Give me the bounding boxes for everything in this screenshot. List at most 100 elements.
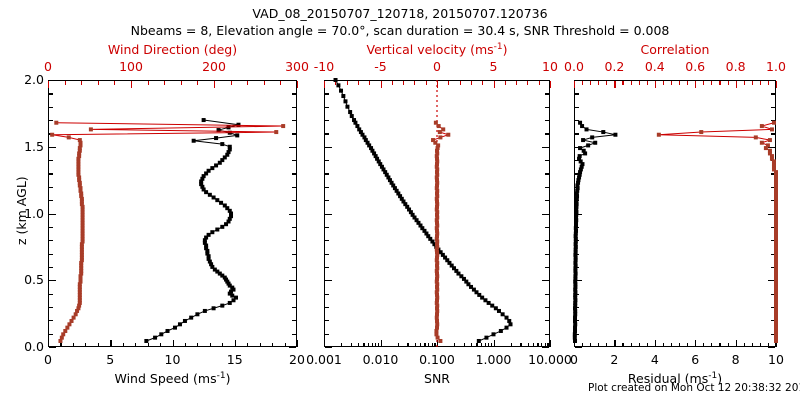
y-minor-tick bbox=[325, 106, 329, 108]
minor-tick bbox=[431, 343, 433, 347]
y-minor-tick bbox=[325, 200, 329, 202]
y-major-tick bbox=[542, 347, 549, 349]
y-minor-tick bbox=[771, 106, 775, 108]
minor-tick bbox=[541, 343, 543, 347]
y-minor-tick bbox=[325, 186, 329, 188]
y-minor-tick bbox=[292, 160, 296, 162]
y-minor-tick bbox=[49, 133, 53, 135]
bottom-tick-label: 0.010 bbox=[362, 352, 399, 367]
y-minor-tick bbox=[575, 200, 579, 202]
minor-tick bbox=[510, 343, 512, 347]
major-tick bbox=[493, 340, 495, 347]
y-minor-tick bbox=[292, 133, 296, 135]
y-minor-tick bbox=[325, 226, 329, 229]
minor-tick bbox=[687, 81, 689, 85]
minor-tick bbox=[97, 343, 99, 347]
y-minor-tick bbox=[575, 93, 579, 95]
minor-tick bbox=[719, 343, 721, 347]
top-tick-label: 5 bbox=[489, 59, 498, 74]
minor-tick bbox=[484, 343, 486, 347]
top-tick-label: 0.4 bbox=[644, 59, 665, 74]
y-minor-tick bbox=[575, 293, 579, 295]
y-minor-tick bbox=[545, 253, 549, 255]
minor-tick bbox=[280, 81, 282, 85]
y-major-tick bbox=[49, 280, 56, 282]
minor-tick bbox=[60, 343, 62, 347]
minor-tick bbox=[369, 81, 371, 85]
y-minor-tick bbox=[292, 320, 296, 322]
minor-tick bbox=[646, 343, 648, 347]
y-minor-tick bbox=[325, 160, 329, 162]
y-minor-tick bbox=[49, 200, 53, 202]
y-tick-label: 1.0 bbox=[24, 205, 44, 221]
minor-tick bbox=[407, 343, 409, 347]
minor-tick bbox=[363, 343, 365, 347]
major-tick bbox=[550, 340, 552, 347]
minor-tick bbox=[470, 81, 472, 85]
y-minor-tick bbox=[575, 333, 579, 335]
y-minor-tick bbox=[49, 226, 53, 229]
minor-tick bbox=[527, 343, 529, 347]
y-minor-tick bbox=[771, 320, 775, 322]
y-minor-tick bbox=[325, 266, 329, 269]
y-major-tick bbox=[289, 280, 296, 282]
minor-tick bbox=[434, 343, 436, 347]
y-major-tick bbox=[542, 213, 549, 215]
minor-tick bbox=[403, 81, 405, 85]
y-minor-tick bbox=[49, 106, 53, 108]
minor-tick bbox=[638, 343, 640, 347]
y-minor-tick bbox=[49, 333, 53, 335]
bottom-tick-label: 4 bbox=[650, 352, 659, 367]
minor-tick bbox=[97, 81, 99, 85]
minor-tick bbox=[711, 81, 713, 85]
minor-tick bbox=[630, 343, 632, 347]
top-tick-label: 0.6 bbox=[685, 59, 706, 74]
minor-tick bbox=[537, 343, 539, 347]
bottom-tick-label: 0 bbox=[570, 352, 578, 367]
y-minor-tick bbox=[545, 173, 549, 175]
y-major-tick bbox=[289, 213, 296, 215]
minor-tick bbox=[180, 81, 182, 85]
minor-tick bbox=[64, 81, 66, 85]
y-minor-tick bbox=[325, 240, 329, 242]
minor-tick bbox=[284, 343, 286, 347]
y-minor-tick bbox=[292, 200, 296, 202]
y-minor-tick bbox=[771, 333, 775, 335]
top-tick-label: 200 bbox=[202, 59, 226, 74]
y-minor-tick bbox=[545, 120, 549, 122]
minor-tick bbox=[184, 343, 187, 347]
y-minor-tick bbox=[292, 173, 296, 175]
y-minor-tick bbox=[575, 320, 579, 322]
y-major-tick bbox=[325, 347, 332, 349]
y-major-tick bbox=[49, 213, 56, 215]
y-minor-tick bbox=[325, 120, 329, 122]
major-tick bbox=[172, 340, 174, 347]
y-minor-tick bbox=[771, 200, 775, 202]
y-minor-tick bbox=[575, 133, 579, 135]
minor-tick bbox=[358, 343, 360, 347]
minor-tick bbox=[504, 81, 506, 85]
major-tick bbox=[437, 81, 439, 88]
minor-tick bbox=[662, 81, 664, 85]
minor-tick bbox=[122, 343, 124, 347]
major-tick bbox=[493, 81, 495, 88]
y-minor-tick bbox=[292, 333, 296, 335]
minor-tick bbox=[428, 343, 430, 347]
y-major-tick bbox=[289, 146, 296, 148]
minor-tick bbox=[425, 81, 427, 85]
minor-tick bbox=[719, 81, 721, 85]
major-tick bbox=[297, 340, 299, 347]
y-major-tick bbox=[575, 347, 582, 349]
minor-tick bbox=[727, 343, 729, 347]
y-minor-tick bbox=[771, 133, 775, 135]
minor-tick bbox=[114, 81, 116, 85]
y-minor-tick bbox=[771, 293, 775, 295]
y-major-tick bbox=[768, 146, 775, 148]
major-tick bbox=[695, 340, 697, 347]
minor-tick bbox=[377, 343, 379, 347]
minor-tick bbox=[371, 343, 373, 347]
minor-tick bbox=[488, 343, 490, 347]
y-minor-tick bbox=[292, 186, 296, 188]
major-tick bbox=[574, 81, 576, 88]
y-minor-tick bbox=[771, 306, 775, 309]
